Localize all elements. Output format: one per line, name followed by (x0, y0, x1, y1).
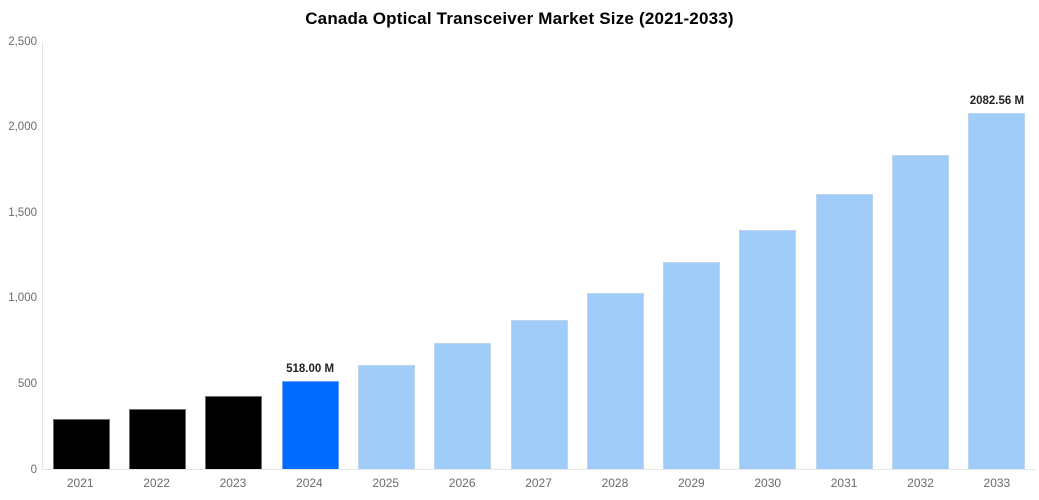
y-tick-label: 0 (30, 463, 37, 476)
x-axis: 2021 2022 2023 2024 2025 2026 2027 2028 2029 2030… (42, 476, 1035, 490)
bar-slot-2031 (806, 42, 882, 469)
x-axis-label-2032: 2032 (907, 476, 934, 490)
plot-area: 518.00 M 2082.56 M (42, 42, 1035, 470)
y-tick-label: 500 (17, 377, 37, 390)
bar-2029[interactable] (663, 262, 721, 469)
bar-2027[interactable] (510, 320, 568, 469)
x-axis-label-2025: 2025 (372, 476, 400, 490)
bar-slot-2027 (501, 42, 577, 469)
y-axis: 0 500 1,000 1,500 2,000 2,500 (0, 36, 37, 475)
bar-value-label-2024: 518.00 M (286, 362, 335, 375)
x-axis-label-2027: 2027 (525, 476, 552, 490)
bar-slot-2021 (43, 42, 119, 469)
y-tick-label: 2,500 (8, 35, 37, 48)
bar-2021[interactable] (52, 418, 110, 469)
y-tick-label: 1,000 (8, 292, 37, 305)
x-axis-label-2030: 2030 (754, 476, 782, 490)
bar-slot-2025 (348, 42, 424, 469)
bar-slot-2024: 518.00 M (272, 42, 348, 469)
x-axis-label-2028: 2028 (601, 476, 629, 490)
bar-slot-2029 (654, 42, 730, 469)
bar-2030[interactable] (739, 229, 797, 469)
bar-2032[interactable] (892, 154, 950, 469)
x-axis-label-2033: 2033 (983, 476, 1011, 490)
bar-2033[interactable]: 2082.56 M (968, 95, 1026, 469)
bar-value-label-2033: 2082.56 M (969, 95, 1025, 108)
bar-slot-2023 (196, 42, 272, 469)
bar-2026[interactable] (434, 343, 492, 469)
bar-slot-2030 (730, 42, 806, 469)
y-tick-label: 2,000 (8, 120, 37, 133)
bar-2025[interactable] (357, 364, 415, 469)
x-axis-label-2023: 2023 (219, 476, 247, 490)
x-axis-label-2029: 2029 (677, 476, 705, 490)
x-axis-label-2031: 2031 (830, 476, 858, 490)
bar-2023[interactable] (205, 396, 263, 469)
bar-slot-2026 (425, 42, 501, 469)
bar-2022[interactable] (128, 409, 186, 469)
x-axis-label-2021: 2021 (66, 476, 94, 490)
bar-slot-2022 (119, 42, 195, 469)
bar-slot-2028 (577, 42, 653, 469)
bar-2028[interactable] (586, 293, 644, 469)
x-axis-label-2022: 2022 (143, 476, 170, 490)
bar-slot-2032 (882, 42, 958, 469)
x-axis-label-2024: 2024 (296, 476, 323, 490)
bar-2024[interactable]: 518.00 M (281, 363, 339, 469)
chart-title: Canada Optical Transceiver Market Size (… (305, 9, 734, 28)
y-tick-label: 1,500 (8, 206, 37, 219)
bar-slot-2033: 2082.56 M (959, 42, 1035, 469)
x-axis-label-2026: 2026 (448, 476, 476, 490)
bar-2031[interactable] (815, 194, 873, 469)
